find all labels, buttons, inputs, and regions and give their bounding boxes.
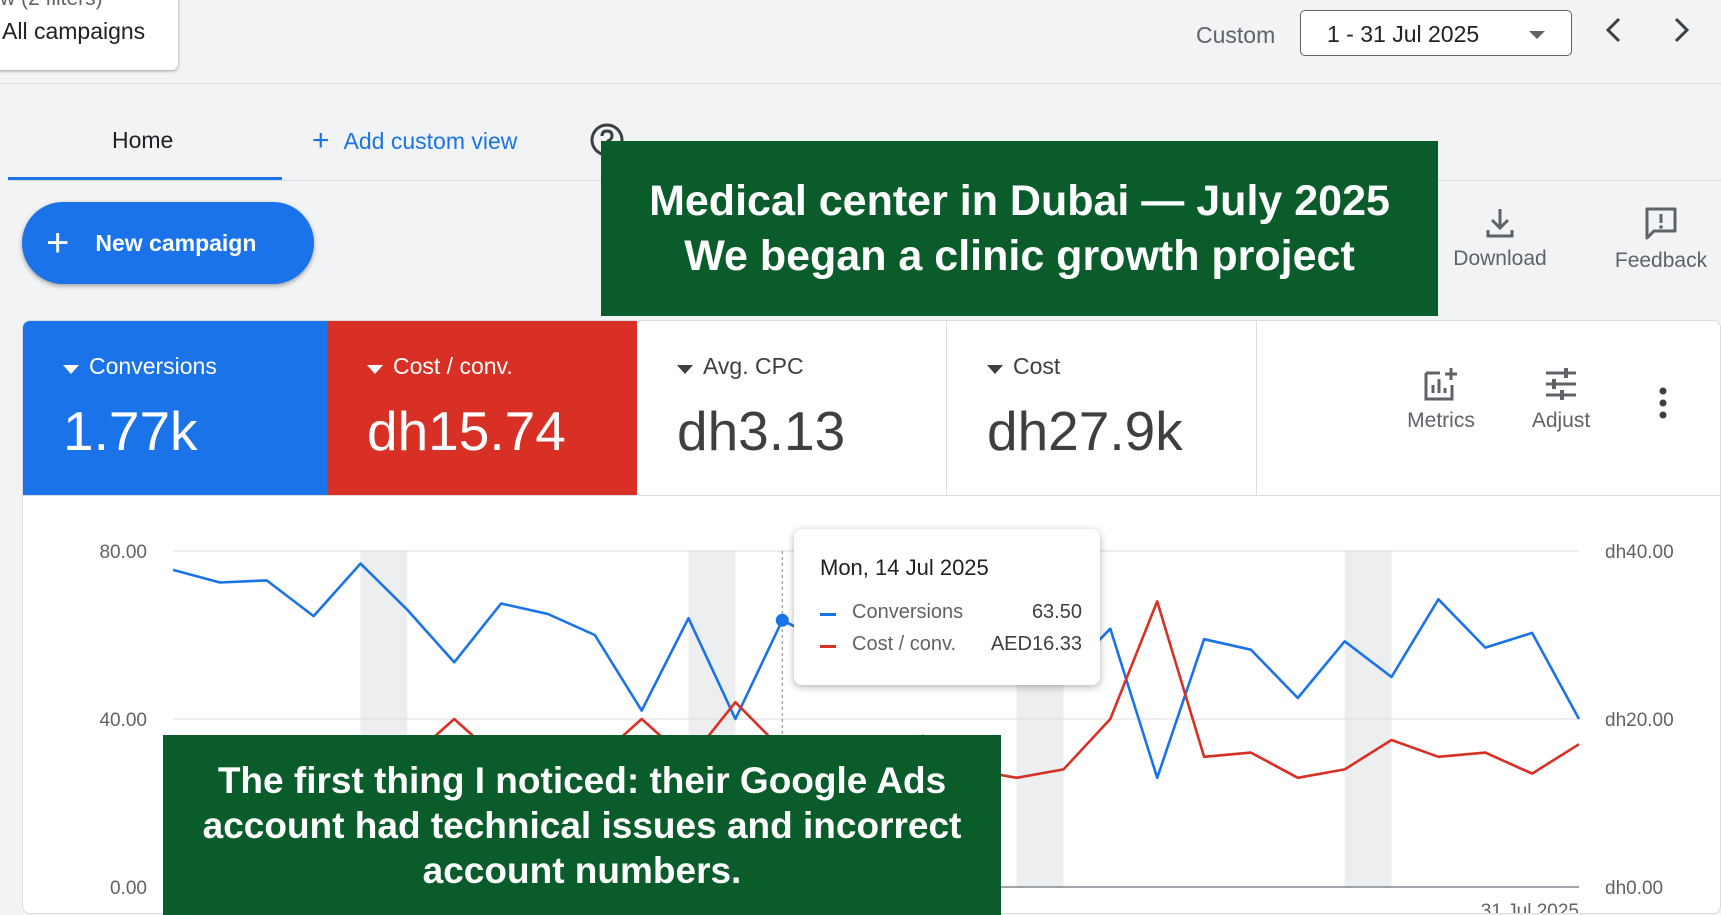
- previous-period-button[interactable]: [1597, 12, 1633, 48]
- x-axis-tick-label: 31 Jul 2025: [1481, 901, 1579, 914]
- download-label: Download: [1453, 247, 1547, 270]
- hover-data-point: [775, 613, 789, 627]
- dropdown-arrow-icon: [1529, 31, 1545, 39]
- new-campaign-label: New campaign: [95, 229, 257, 256]
- tooltip-series-value: 63.50: [1031, 601, 1082, 623]
- chevron-left-icon: [1605, 17, 1621, 43]
- active-tab-indicator: [8, 177, 282, 180]
- scorecard-label: Cost / conv.: [393, 353, 513, 379]
- add-custom-view-label: Add custom view: [343, 127, 518, 154]
- adjust-label: Adjust: [1531, 409, 1591, 432]
- plus-icon: +: [46, 221, 70, 265]
- headline-banner: Medical center in Dubai — July 2025 We b…: [601, 141, 1438, 316]
- scorecard-cost-per-conversion[interactable]: Cost / conv. dh15.74: [327, 321, 637, 495]
- date-range-value: 1 - 31 Jul 2025: [1327, 21, 1480, 47]
- left-axis-tick-label: 40.00: [99, 710, 147, 731]
- tooltip-series-value: AED16.33: [990, 633, 1082, 655]
- scorecard-value: dh3.13: [677, 400, 846, 462]
- series-swatch: [820, 613, 836, 616]
- right-axis-ticks: dh40.00 dh20.00 dh0.00: [1605, 542, 1674, 899]
- more-vertical-icon: [1659, 387, 1667, 419]
- x-axis-ticks: 31 Jul 2025: [1481, 901, 1579, 914]
- adjust-button[interactable]: Adjust: [1513, 365, 1609, 455]
- chart-tooltip: Mon, 14 Jul 2025 Conversions 63.50 Cost …: [794, 529, 1100, 685]
- series-swatch: [820, 645, 836, 648]
- feedback-button[interactable]: Feedback: [1600, 205, 1721, 285]
- plus-icon: +: [312, 124, 330, 157]
- dropdown-arrow-icon: [367, 365, 383, 374]
- tooltip-series-name: Cost / conv.: [852, 633, 957, 655]
- feedback-icon: [1645, 207, 1677, 240]
- scorecard-label: Cost: [1013, 353, 1061, 379]
- download-button[interactable]: Download: [1440, 205, 1560, 285]
- filter-name-label: All campaigns: [2, 18, 146, 44]
- dropdown-arrow-icon: [63, 365, 79, 374]
- metrics-label: Metrics: [1407, 409, 1475, 432]
- tooltip-date: Mon, 14 Jul 2025: [820, 555, 989, 580]
- banner-line: account had technical issues and incorre…: [202, 804, 962, 846]
- download-icon: [1486, 209, 1514, 238]
- left-axis-ticks: 80.00 40.00 0.00: [99, 542, 147, 899]
- new-campaign-button[interactable]: + New campaign: [22, 202, 314, 284]
- scorecards-divider: [23, 495, 1720, 496]
- scorecard-label: Avg. CPC: [703, 353, 804, 379]
- scorecard-conversions[interactable]: Conversions 1.77k: [23, 321, 327, 495]
- metrics-button[interactable]: Metrics: [1389, 365, 1493, 455]
- dropdown-arrow-icon: [987, 365, 1003, 374]
- banner-line: account numbers.: [422, 849, 742, 891]
- next-period-button[interactable]: [1662, 12, 1698, 48]
- date-mode-label: Custom: [1196, 22, 1276, 48]
- right-axis-tick-label: dh40.00: [1605, 542, 1674, 563]
- scorecard-cost[interactable]: Cost dh27.9k: [947, 321, 1257, 495]
- left-axis-tick-label: 0.00: [110, 878, 147, 899]
- scorecard-value: dh15.74: [367, 400, 566, 462]
- dropdown-arrow-icon: [677, 365, 693, 374]
- add-chart-icon: [1424, 368, 1457, 401]
- filter-count-label: w (2 filters): [0, 0, 103, 11]
- tune-icon: [1546, 368, 1576, 400]
- scorecard-value: 1.77k: [63, 400, 198, 462]
- tab-home-label: Home: [112, 127, 174, 153]
- chevron-right-icon: [1674, 17, 1690, 43]
- more-options-button[interactable]: [1651, 383, 1675, 423]
- banner-line: The first thing I noticed: their Google …: [217, 759, 947, 801]
- tab-home[interactable]: Home: [8, 112, 282, 180]
- scorecard-value: dh27.9k: [987, 400, 1183, 462]
- left-axis-tick-label: 80.00: [99, 542, 147, 563]
- campaign-filter-chip[interactable]: w (2 filters) All campaigns: [0, 0, 178, 70]
- tooltip-series-name: Conversions: [852, 601, 964, 623]
- add-custom-view-button[interactable]: + Add custom view: [312, 124, 517, 158]
- date-range-select[interactable]: 1 - 31 Jul 2025: [1300, 10, 1572, 56]
- right-axis-tick-label: dh20.00: [1605, 710, 1674, 731]
- scorecard-label: Conversions: [89, 353, 217, 379]
- feedback-label: Feedback: [1614, 249, 1708, 272]
- right-axis-tick-label: dh0.00: [1605, 878, 1663, 899]
- banner-line: Medical center in Dubai — July 2025: [649, 176, 1390, 225]
- banner-line: We began a clinic growth project: [684, 231, 1355, 280]
- caption-banner: The first thing I noticed: their Google …: [163, 735, 1001, 915]
- header-divider: [0, 83, 1721, 84]
- scorecard-avg-cpc[interactable]: Avg. CPC dh3.13: [637, 321, 947, 495]
